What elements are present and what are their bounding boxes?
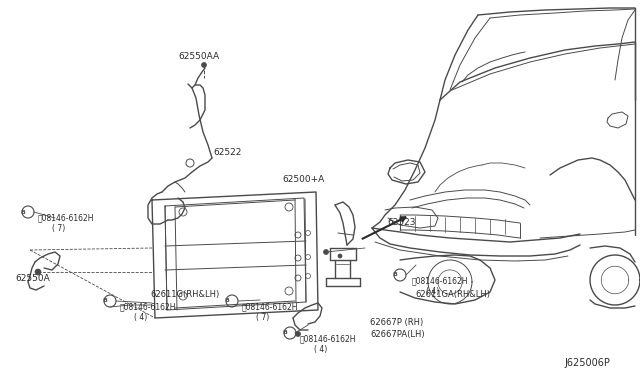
Text: ( 7): ( 7) [52, 224, 65, 233]
Text: B: B [392, 273, 397, 278]
Text: Ⓑ08146-6162H: Ⓑ08146-6162H [38, 213, 95, 222]
Circle shape [35, 269, 41, 275]
Circle shape [202, 62, 207, 67]
Text: ( 4): ( 4) [426, 287, 439, 296]
Text: ( 7): ( 7) [256, 313, 269, 322]
Text: 62500+A: 62500+A [282, 175, 324, 184]
Text: Ⓑ08146-6162H: Ⓑ08146-6162H [300, 334, 356, 343]
Circle shape [338, 254, 342, 258]
Text: B: B [20, 209, 26, 215]
Text: B: B [283, 330, 287, 336]
Text: 62611GA(RH&LH): 62611GA(RH&LH) [415, 290, 490, 299]
Text: 62667PA(LH): 62667PA(LH) [370, 330, 424, 339]
Text: 62667P (RH): 62667P (RH) [370, 318, 423, 327]
Text: 62522: 62522 [213, 148, 241, 157]
Text: ( 4): ( 4) [314, 345, 327, 354]
Text: 62550A: 62550A [15, 274, 50, 283]
Text: J625006P: J625006P [564, 358, 610, 368]
Text: 62611G(RH&LH): 62611G(RH&LH) [150, 290, 220, 299]
Text: 62550AA: 62550AA [178, 52, 219, 61]
Text: B: B [225, 298, 229, 304]
Text: Ⓑ08146-6162H: Ⓑ08146-6162H [242, 302, 298, 311]
Text: ( 4): ( 4) [134, 313, 147, 322]
Circle shape [296, 331, 301, 337]
Circle shape [323, 250, 328, 254]
Text: 62523: 62523 [387, 218, 415, 227]
Text: Ⓑ08146-6162H: Ⓑ08146-6162H [120, 302, 177, 311]
Text: B: B [102, 298, 108, 304]
Text: Ⓑ08146-6162H: Ⓑ08146-6162H [412, 276, 468, 285]
